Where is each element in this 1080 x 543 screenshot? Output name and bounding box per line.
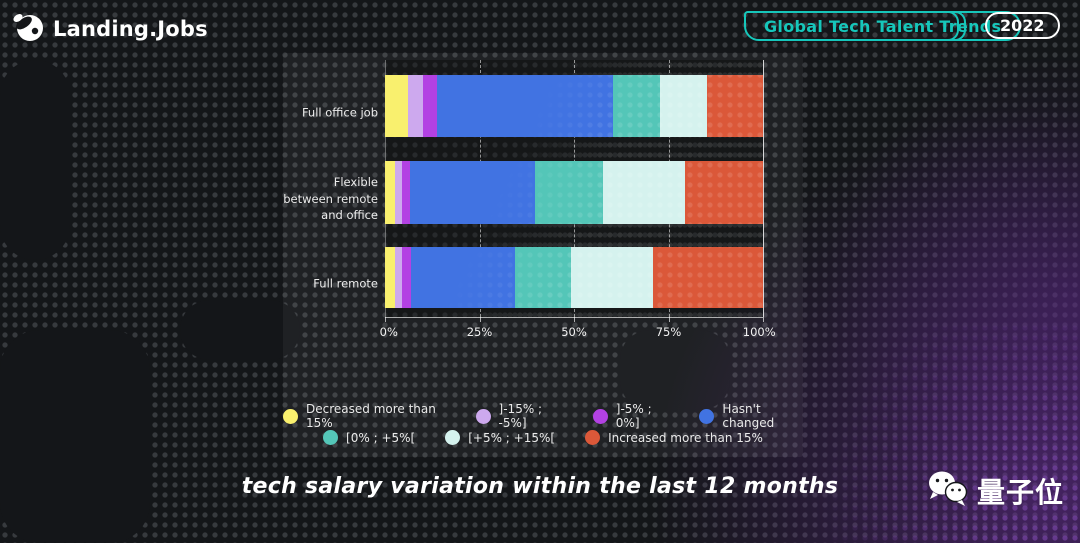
legend-swatch-icon (592, 408, 608, 424)
legend-label: ]-5% ; 0%] (615, 402, 652, 430)
bar-segment (401, 247, 411, 308)
legend-item: ]-15% ; -5%] (475, 402, 563, 430)
bar-row (385, 247, 763, 308)
bar-segment (385, 75, 409, 137)
year-label: 2022 (1000, 16, 1045, 35)
gridline-100 (763, 60, 764, 317)
legend-swatch-icon (445, 430, 461, 445)
header: Landing.Jobs Global Tech Talent Trends 2… (0, 0, 1080, 52)
x-axis-tick: 25% (466, 325, 493, 339)
legend-row-1: Decreased more than 15% ]-15% ; -5%] ]-5% … (283, 402, 803, 430)
legend-swatch-icon (475, 408, 491, 424)
axis-tick-mark (668, 317, 670, 322)
badge-arcs-decoration (948, 11, 966, 41)
bar-row (385, 161, 763, 224)
legend-row-2: [0% ; +5%[ [+5% ; +15%[ Increased more tha… (283, 430, 803, 445)
x-axis-tick: 50% (561, 325, 587, 339)
bar-segment (534, 161, 603, 224)
bar-segment (394, 161, 403, 224)
bar-segment (402, 161, 410, 224)
legend-label: Increased more than 15% (608, 430, 763, 445)
legend-item: Increased more than 15% (585, 430, 763, 445)
bar-segment (602, 161, 686, 224)
bar-segment (409, 161, 535, 224)
purple-dots (780, 323, 1080, 543)
bar-segment (652, 247, 763, 308)
legend-swatch-icon (283, 408, 298, 424)
category-label: Full remote (313, 276, 378, 291)
axis-tick-mark (479, 317, 481, 322)
legend-swatch-icon (699, 408, 715, 424)
legend-swatch-icon (323, 430, 339, 445)
watermark-text: 量子位 (976, 476, 1064, 509)
landing-jobs-logo-icon (12, 10, 46, 48)
bar-segment (437, 75, 614, 137)
x-axis: 0% 25% 50% 75% 100% (380, 325, 776, 341)
bar-segment (660, 75, 707, 137)
legend-item: ]-5% ; 0%] (592, 402, 670, 430)
legend-swatch-icon (585, 430, 601, 445)
axis-tick-mark (385, 317, 386, 322)
bar-segment (707, 75, 763, 137)
trends-badge: Global Tech Talent Trends (744, 11, 1022, 41)
bar-segment (613, 75, 661, 137)
bar-segment (423, 75, 438, 137)
chart-title: tech salary variation within the last 12… (241, 474, 839, 499)
bar-segment (514, 247, 571, 308)
year-pill: 2022 (985, 12, 1060, 39)
axis-tick-mark (763, 317, 764, 322)
legend-label: [0% ; +5%[ (346, 430, 416, 445)
bar-row (385, 75, 763, 137)
legend-item: [+5% ; +15%[ (445, 430, 555, 445)
legend-label: [+5% ; +15%[ (468, 430, 556, 445)
bar-segment (685, 161, 763, 224)
bar-segment (408, 75, 424, 137)
legend-item: Hasn't changed (699, 402, 803, 430)
category-label: Flexible between remote and office (283, 174, 378, 223)
bar-segment (385, 161, 395, 224)
bar-segment (410, 247, 515, 308)
logo-text: Landing.Jobs (53, 17, 208, 41)
bar-segment (570, 247, 653, 308)
plot-area (385, 60, 764, 322)
axis-tick-mark (574, 317, 575, 322)
x-axis-tick: 0% (379, 325, 398, 339)
wechat-icon (925, 468, 971, 514)
x-axis-tick: 100% (742, 325, 776, 339)
legend-label: ]-15% ; -5%] (498, 402, 543, 430)
brand: Landing.Jobs (12, 10, 208, 48)
legend-label: Hasn't changed (722, 402, 775, 430)
chart-panel: Full office job Flexible between remote … (283, 53, 803, 457)
x-axis-tick: 75% (655, 325, 682, 339)
arc-icon (955, 11, 966, 41)
legend-item: Decreased more than 15% (283, 402, 446, 430)
category-label: Full office job (301, 105, 378, 120)
trends-badge-label: Global Tech Talent Trends (764, 16, 1002, 36)
bar-segment (394, 247, 402, 308)
legend-label: Decreased more than 15% (306, 402, 436, 430)
watermark: 量子位 (925, 468, 1064, 514)
legend-item: [0% ; +5%[ (323, 430, 415, 445)
bar-segment (385, 247, 395, 308)
